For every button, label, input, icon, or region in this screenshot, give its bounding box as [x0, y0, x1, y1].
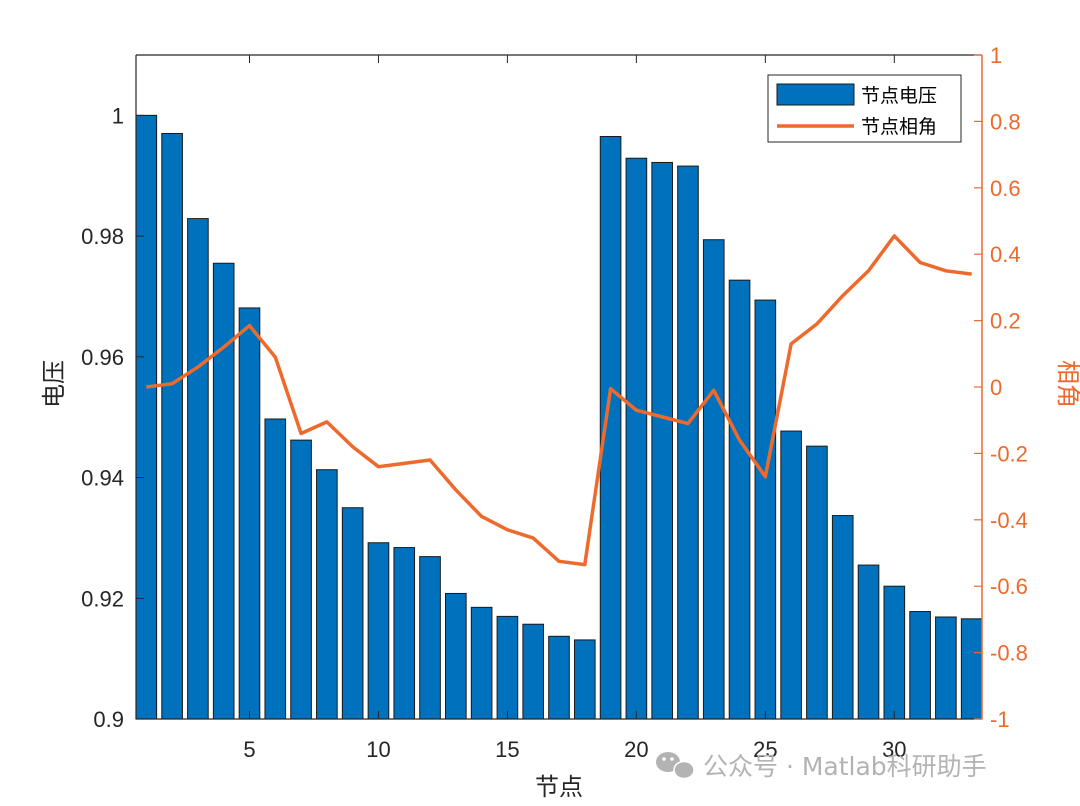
voltage-bar: [883, 585, 906, 720]
y-left-tick-label: 0.92: [81, 586, 124, 611]
y-right-tick-label: -0.2: [990, 441, 1028, 466]
y-left-tick-label: 0.9: [93, 707, 124, 732]
x-tick-label: 10: [366, 737, 390, 762]
y-left-tick-label: 1: [112, 103, 124, 128]
y-right-tick-label: 0: [990, 375, 1002, 400]
voltage-bar: [728, 279, 751, 720]
x-tick-label: 5: [243, 737, 255, 762]
voltage-bars: [135, 114, 983, 720]
voltage-bar: [290, 439, 312, 720]
legend-line-label: 节点相角: [861, 116, 937, 138]
voltage-bar: [702, 239, 725, 720]
y-right-tick-label: -1: [990, 707, 1010, 732]
voltage-bar: [625, 157, 648, 720]
x-tick-label: 20: [624, 737, 648, 762]
voltage-bar: [573, 639, 596, 720]
voltage-bar: [496, 615, 519, 720]
voltage-bar: [264, 418, 287, 720]
y-left-tick-label: 0.94: [81, 466, 124, 491]
y-left-ticks: 0.9 0.92 0.94 0.96 0.98 1: [81, 103, 144, 732]
plot-background: [136, 55, 982, 719]
x-tick-label: 30: [882, 737, 906, 762]
voltage-bar: [754, 299, 777, 720]
y-left-axis-title: 电压: [40, 360, 68, 408]
voltage-bar: [135, 114, 158, 720]
x-ticks: 5 10 15 20 25 30: [243, 55, 907, 762]
y-right-ticks: -1 -0.8 -0.6 -0.4 -0.2 0 0.2 0.4 0.6 0.8 1: [974, 43, 1028, 732]
y-right-tick-label: 0.4: [990, 242, 1021, 267]
voltage-bar: [831, 515, 854, 720]
y-left-tick-label: 0.96: [81, 345, 124, 370]
voltage-bar: [238, 307, 261, 720]
y-right-tick-label: -0.6: [990, 574, 1028, 599]
y-right-tick-label: 0.8: [990, 109, 1021, 134]
voltage-bar: [780, 430, 802, 720]
x-axis-title: 节点: [535, 773, 583, 801]
x-tick-label: 25: [753, 737, 777, 762]
voltage-bar: [393, 547, 416, 720]
voltage-bar: [187, 218, 209, 720]
legend: 节点电压 节点相角: [767, 74, 962, 143]
x-tick-label: 15: [495, 737, 519, 762]
voltage-bar: [935, 616, 957, 720]
wechat-icon: [656, 752, 695, 780]
y-right-tick-label: 0.2: [990, 309, 1021, 334]
y-right-tick-label: 1: [990, 43, 1002, 68]
voltage-bar: [909, 611, 931, 720]
legend-bar-swatch: [776, 83, 855, 106]
voltage-bar: [445, 592, 467, 720]
voltage-bar: [419, 556, 441, 720]
voltage-bar: [677, 165, 699, 720]
voltage-bar: [960, 618, 983, 720]
voltage-bar: [522, 623, 545, 720]
legend-bar-label: 节点电压: [861, 85, 937, 107]
y-right-axis-title: 相角: [1054, 360, 1080, 408]
y-right-tick-label: -0.8: [990, 641, 1028, 666]
voltage-bar: [651, 161, 673, 720]
voltage-bar: [161, 132, 183, 720]
y-left-tick-label: 0.98: [81, 224, 124, 249]
voltage-bar: [470, 606, 493, 720]
y-right-tick-label: -0.4: [990, 508, 1028, 533]
angle-line: [146, 234, 972, 567]
voltage-bar: [212, 262, 235, 720]
voltage-bar: [341, 507, 364, 720]
voltage-bar: [548, 635, 570, 720]
watermark-text: 公众号 · Matlab科研助手: [703, 752, 987, 781]
voltage-bar: [857, 564, 880, 720]
voltage-bar: [316, 469, 338, 720]
voltage-bar: [806, 445, 828, 720]
voltage-bar: [367, 542, 390, 720]
y-right-tick-label: 0.6: [990, 176, 1021, 201]
watermark: 公众号 · Matlab科研助手: [656, 752, 987, 781]
